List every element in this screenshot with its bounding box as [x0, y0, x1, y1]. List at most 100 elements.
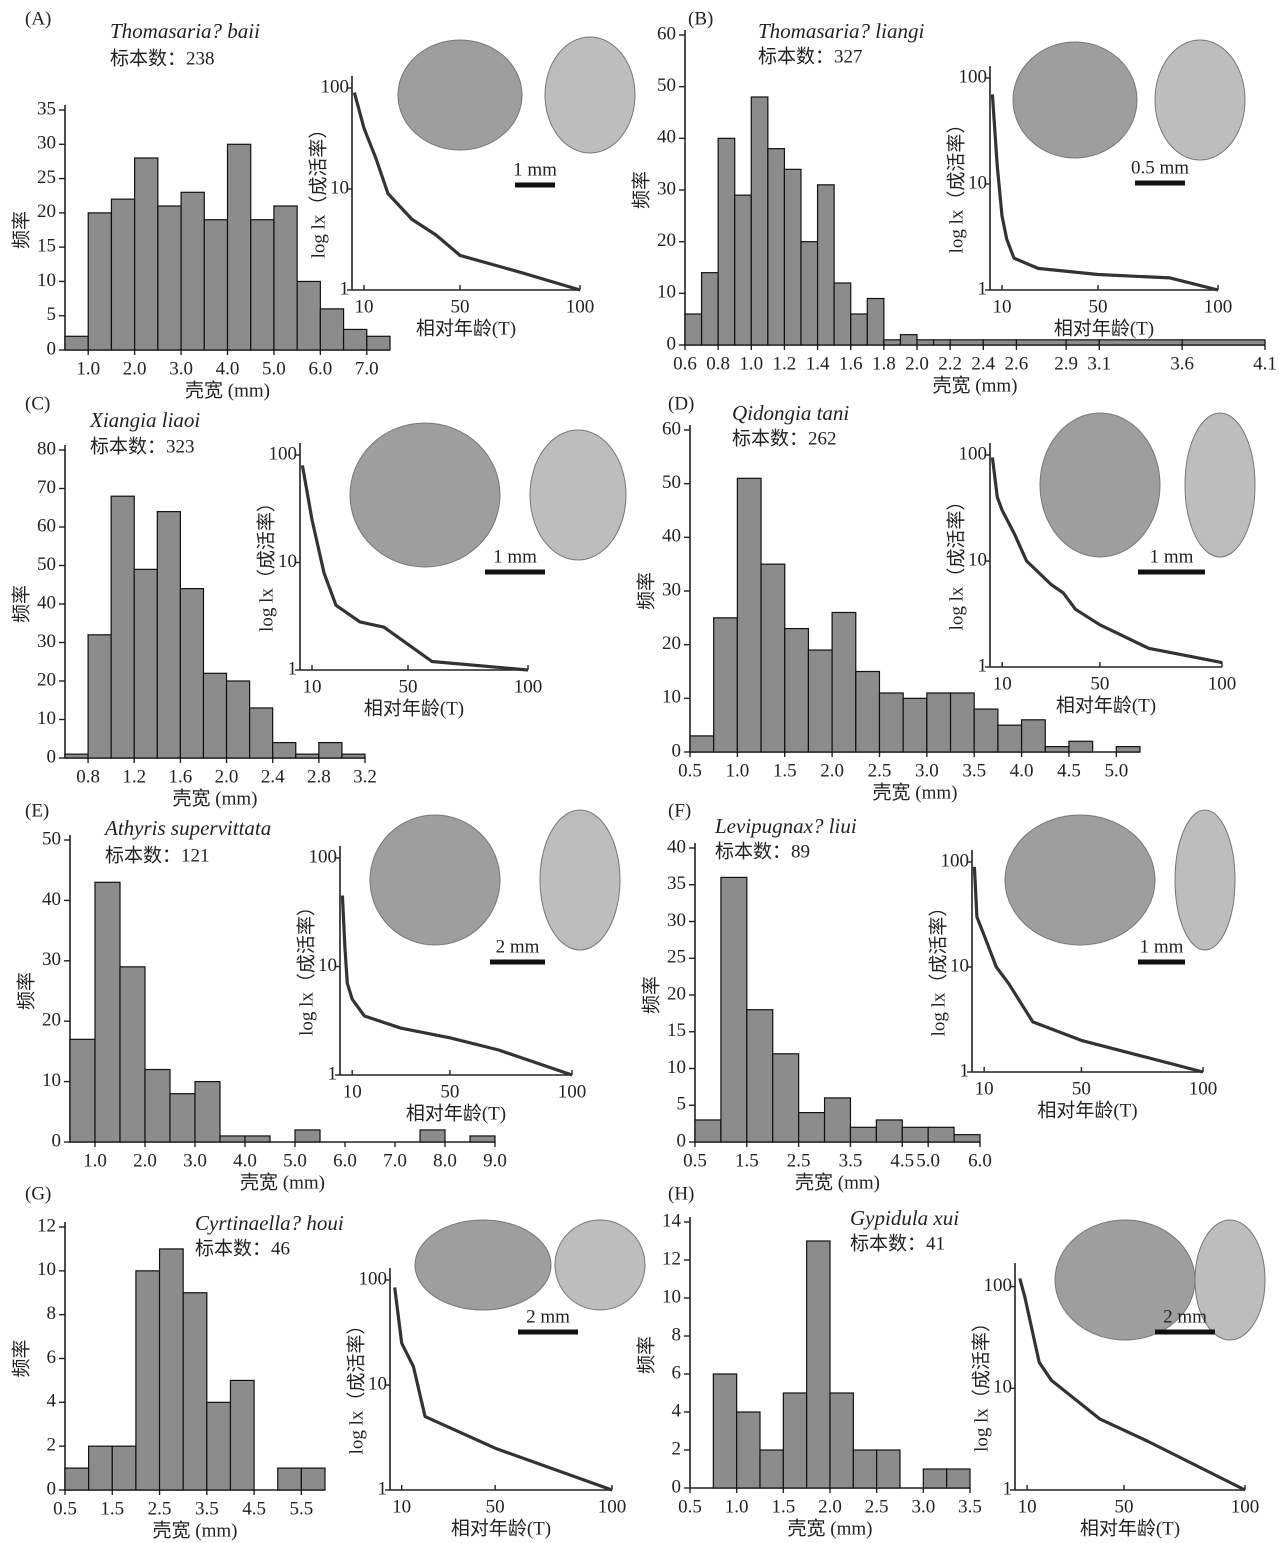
x-tick-label: 1.0 [725, 760, 749, 781]
y-tick-label: 2 [672, 1438, 682, 1459]
y-axis-label: 频率 [635, 1336, 657, 1374]
species-name: Thomasaria? baii [110, 19, 260, 43]
survival-curve [393, 1287, 613, 1492]
x-tick-label: 10 [355, 296, 374, 317]
x-axis-label: 壳宽 (mm) [185, 379, 270, 401]
bar [901, 1126, 929, 1143]
x-tick-label: 4.5 [890, 1150, 914, 1171]
y-tick-label: 20 [667, 983, 686, 1004]
x-tick-label: 50 [1090, 673, 1109, 694]
bar [219, 1135, 246, 1143]
x-axis-label: 壳宽 (mm) [788, 1517, 873, 1539]
bar [1015, 339, 1067, 346]
x-tick-label: 2.0 [215, 766, 239, 787]
bar [194, 1080, 221, 1143]
bar [927, 1126, 955, 1143]
x-tick-label: 50 [1089, 296, 1108, 317]
y-tick-label: 6 [672, 1362, 682, 1383]
bar [1098, 339, 1183, 346]
sample-count: 标本数：262 [732, 427, 837, 449]
bar [156, 511, 181, 759]
fossil-photo [1184, 412, 1256, 558]
x-tick-label: 100 [1208, 673, 1237, 694]
x-tick-label: 2.5 [787, 1150, 811, 1171]
fossil-photo [544, 36, 636, 154]
bar [866, 297, 885, 346]
survival-curve [300, 465, 529, 672]
y-axis-label: 频率 [10, 1339, 32, 1377]
bar [111, 1445, 137, 1491]
bar [684, 313, 703, 346]
x-tick-label: 100 [558, 1081, 587, 1102]
y-tick-label: 35 [667, 873, 686, 894]
bar [798, 1111, 826, 1143]
x-tick-label: 50 [451, 296, 470, 317]
y-tick-label: 0 [52, 1130, 62, 1151]
bar [876, 1449, 901, 1489]
x-tick-label: 1.5 [771, 1496, 795, 1517]
species-name: Gypidula xui [850, 1206, 959, 1230]
y-tick-label: 5 [47, 304, 57, 325]
species-name: Athyris supervittata [103, 816, 271, 840]
y-axis-label: 频率 [10, 585, 32, 623]
x-tick-label: 1.6 [839, 353, 863, 374]
y-tick-label: 80 [37, 438, 56, 459]
bar [829, 1392, 854, 1489]
x-tick-label: 0.5 [678, 1496, 702, 1517]
x-tick-label: 1.0 [739, 353, 763, 374]
bar [206, 1401, 232, 1491]
x-tick-label: 3.6 [1170, 353, 1194, 374]
x-tick-label: 1.0 [83, 1150, 107, 1171]
y-tick-label: 10 [37, 270, 56, 291]
x-tick-label: 3.5 [839, 1150, 863, 1171]
survival-curve [1018, 1278, 1246, 1492]
panel-label: (B) [688, 8, 713, 29]
x-tick-label: 3.0 [169, 358, 193, 379]
y-axis-label: log lx（成活率） [255, 493, 277, 632]
x-tick-label: 50 [440, 1081, 459, 1102]
bar [750, 96, 769, 346]
x-tick-label: 10 [975, 1078, 994, 1099]
y-tick-label: 0 [667, 333, 677, 354]
bar [717, 137, 736, 346]
x-tick-label: 4.0 [1010, 760, 1034, 781]
x-tick-label: 7.0 [383, 1150, 407, 1171]
bar [823, 1097, 852, 1143]
y-tick-label: 50 [42, 828, 61, 849]
scale-bar-label: 1 mm [1150, 546, 1194, 567]
x-tick-label: 1.2 [773, 353, 797, 374]
x-tick-label: 9.0 [483, 1150, 507, 1171]
x-tick-label: 10 [303, 676, 322, 697]
bar [64, 753, 89, 759]
species-name: Thomasaria? liangi [758, 19, 924, 43]
x-tick-label: 2.4 [261, 766, 285, 787]
fossil-photo [1154, 39, 1246, 161]
y-tick-label: 10 [662, 687, 681, 708]
y-tick-label: 100 [269, 443, 298, 464]
sample-count: 标本数：323 [90, 435, 195, 457]
y-tick-label: 100 [959, 66, 988, 87]
bar [1020, 719, 1046, 753]
survival-curve [990, 457, 1223, 665]
species-name: Qidongia tani [732, 401, 849, 425]
x-tick-label: 4.0 [233, 1150, 257, 1171]
bar [341, 753, 366, 759]
x-tick-label: 50 [486, 1496, 505, 1517]
bar [1044, 746, 1070, 753]
bar [807, 649, 833, 753]
fossil-photo [414, 1219, 552, 1311]
y-tick-label: 20 [37, 669, 56, 690]
y-tick-label: 20 [662, 633, 681, 654]
x-axis-label: 相对年龄(T) [1037, 1099, 1137, 1121]
y-tick-label: 10 [42, 1070, 61, 1091]
bar [694, 1119, 722, 1143]
scale-bar-label: 2 mm [496, 936, 540, 957]
sample-count: 标本数：41 [850, 1232, 945, 1254]
x-tick-label: 2.8 [307, 766, 331, 787]
panel-label: (D) [668, 393, 694, 414]
y-tick-label: 10 [950, 955, 969, 976]
bar [949, 692, 975, 753]
bar [849, 1126, 877, 1143]
x-tick-label: 2.6 [1005, 353, 1029, 374]
x-tick-label: 0.6 [673, 353, 697, 374]
